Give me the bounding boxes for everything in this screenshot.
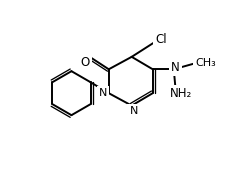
Text: NH₂: NH₂ <box>170 87 192 100</box>
Text: N: N <box>171 61 180 74</box>
Text: O: O <box>80 56 90 69</box>
Text: N: N <box>99 88 107 98</box>
Text: CH₃: CH₃ <box>195 58 216 68</box>
Text: N: N <box>130 106 138 116</box>
Text: Cl: Cl <box>156 33 167 46</box>
